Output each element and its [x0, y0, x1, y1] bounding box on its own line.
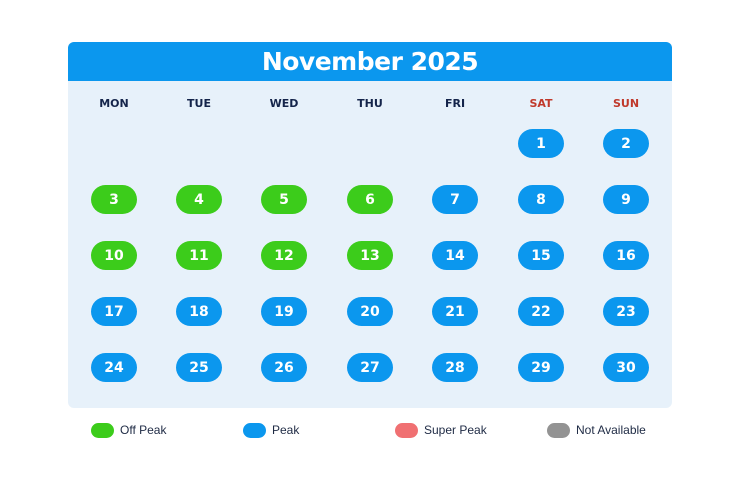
legend-swatch — [91, 422, 114, 438]
day-24[interactable]: 24 — [91, 353, 137, 382]
day-21[interactable]: 21 — [432, 297, 478, 326]
weekday-row: MON TUE WED THU FRI SAT SUN — [68, 97, 672, 113]
weekday-fri: FRI — [444, 97, 466, 110]
day-29[interactable]: 29 — [518, 353, 564, 382]
legend: Off Peak Peak Super Peak Not Available — [0, 420, 740, 440]
legend-label: Super Peak — [424, 423, 487, 437]
weekday-thu: THU — [357, 97, 383, 110]
day-4[interactable]: 4 — [176, 185, 222, 214]
day-18[interactable]: 18 — [176, 297, 222, 326]
day-12[interactable]: 12 — [261, 241, 307, 270]
day-11[interactable]: 11 — [176, 241, 222, 270]
day-13[interactable]: 13 — [347, 241, 393, 270]
legend-label: Peak — [272, 423, 300, 437]
legend-label: Off Peak — [120, 423, 167, 437]
month-title: November 2025 — [261, 47, 479, 76]
day-14[interactable]: 14 — [432, 241, 478, 270]
weekday-sat: SAT — [529, 97, 553, 110]
day-6[interactable]: 6 — [347, 185, 393, 214]
legend-swatch — [243, 422, 266, 438]
legend-swatch — [395, 422, 418, 438]
legend-swatch — [547, 422, 570, 438]
day-1[interactable]: 1 — [518, 129, 564, 158]
day-22[interactable]: 22 — [518, 297, 564, 326]
day-19[interactable]: 19 — [261, 297, 307, 326]
day-5[interactable]: 5 — [261, 185, 307, 214]
legend-item-super-peak: Super Peak — [395, 420, 487, 440]
day-10[interactable]: 10 — [91, 241, 137, 270]
day-20[interactable]: 20 — [347, 297, 393, 326]
weekday-wed: WED — [269, 97, 299, 110]
day-8[interactable]: 8 — [518, 185, 564, 214]
weekday-sun: SUN — [612, 97, 640, 110]
day-17[interactable]: 17 — [91, 297, 137, 326]
day-30[interactable]: 30 — [603, 353, 649, 382]
day-9[interactable]: 9 — [603, 185, 649, 214]
legend-item-peak: Peak — [243, 420, 299, 440]
day-2[interactable]: 2 — [603, 129, 649, 158]
weekday-mon: MON — [99, 97, 129, 110]
calendar-header: November 2025 — [68, 42, 672, 81]
day-25[interactable]: 25 — [176, 353, 222, 382]
day-3[interactable]: 3 — [91, 185, 137, 214]
day-27[interactable]: 27 — [347, 353, 393, 382]
day-26[interactable]: 26 — [261, 353, 307, 382]
legend-item-not-available: Not Available — [547, 420, 646, 440]
legend-label: Not Available — [576, 423, 646, 437]
day-7[interactable]: 7 — [432, 185, 478, 214]
day-16[interactable]: 16 — [603, 241, 649, 270]
weekday-tue: TUE — [187, 97, 211, 110]
day-28[interactable]: 28 — [432, 353, 478, 382]
day-23[interactable]: 23 — [603, 297, 649, 326]
day-15[interactable]: 15 — [518, 241, 564, 270]
legend-item-off-peak: Off Peak — [91, 420, 166, 440]
